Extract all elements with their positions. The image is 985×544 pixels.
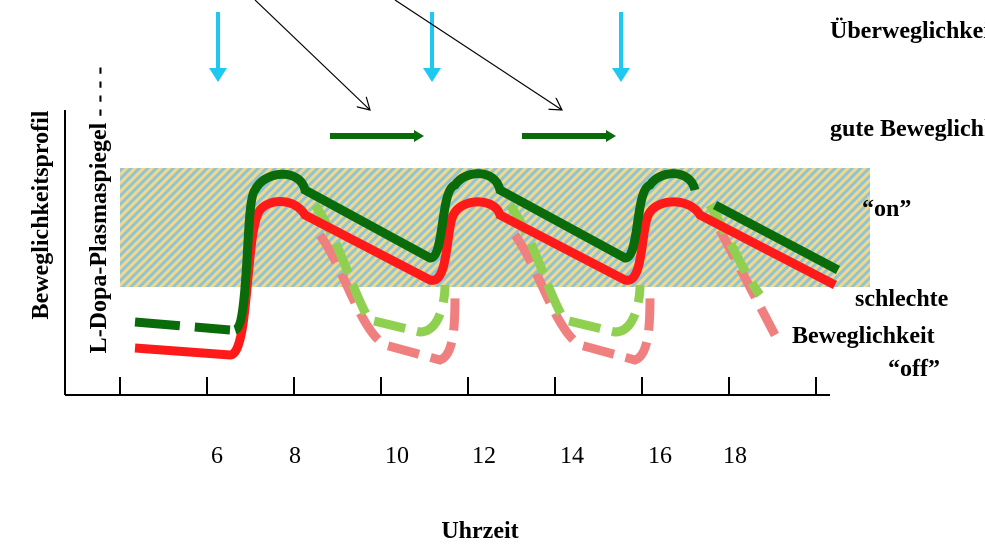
label-good: gute Beweglichkeit	[830, 116, 985, 142]
mobility-start	[134, 317, 231, 335]
y-label: Beweglichkeitsprofil	[28, 110, 54, 319]
y-label: L-Dopa-Plasmaspiegel - - - -	[86, 67, 112, 354]
x-title: Uhrzeit	[441, 518, 518, 544]
x-ticks: 6 8 10 12 14 16 18	[211, 443, 747, 469]
label-overmobility: Überweglichkeit	[830, 18, 985, 44]
x-tick-label: 14	[560, 443, 584, 469]
label-bad: Beweglichkeit	[792, 323, 935, 349]
label-bad: schlechte	[855, 286, 949, 312]
label-on: “on”	[862, 196, 911, 222]
x-tick-label: 8	[289, 443, 301, 469]
pointer-arrows	[254, 0, 562, 110]
x-tick-label: 6	[211, 443, 223, 469]
mobility-curve	[231, 169, 841, 335]
mobility-dips	[311, 202, 764, 337]
x-tick-label: 10	[385, 443, 409, 469]
x-tick-label: 18	[723, 443, 747, 469]
x-tick-label: 12	[472, 443, 496, 469]
label-off: “off”	[888, 356, 940, 382]
x-tick-label: 16	[648, 443, 672, 469]
axes	[64, 110, 830, 396]
curves	[134, 169, 841, 365]
dose-arrows	[209, 12, 630, 82]
